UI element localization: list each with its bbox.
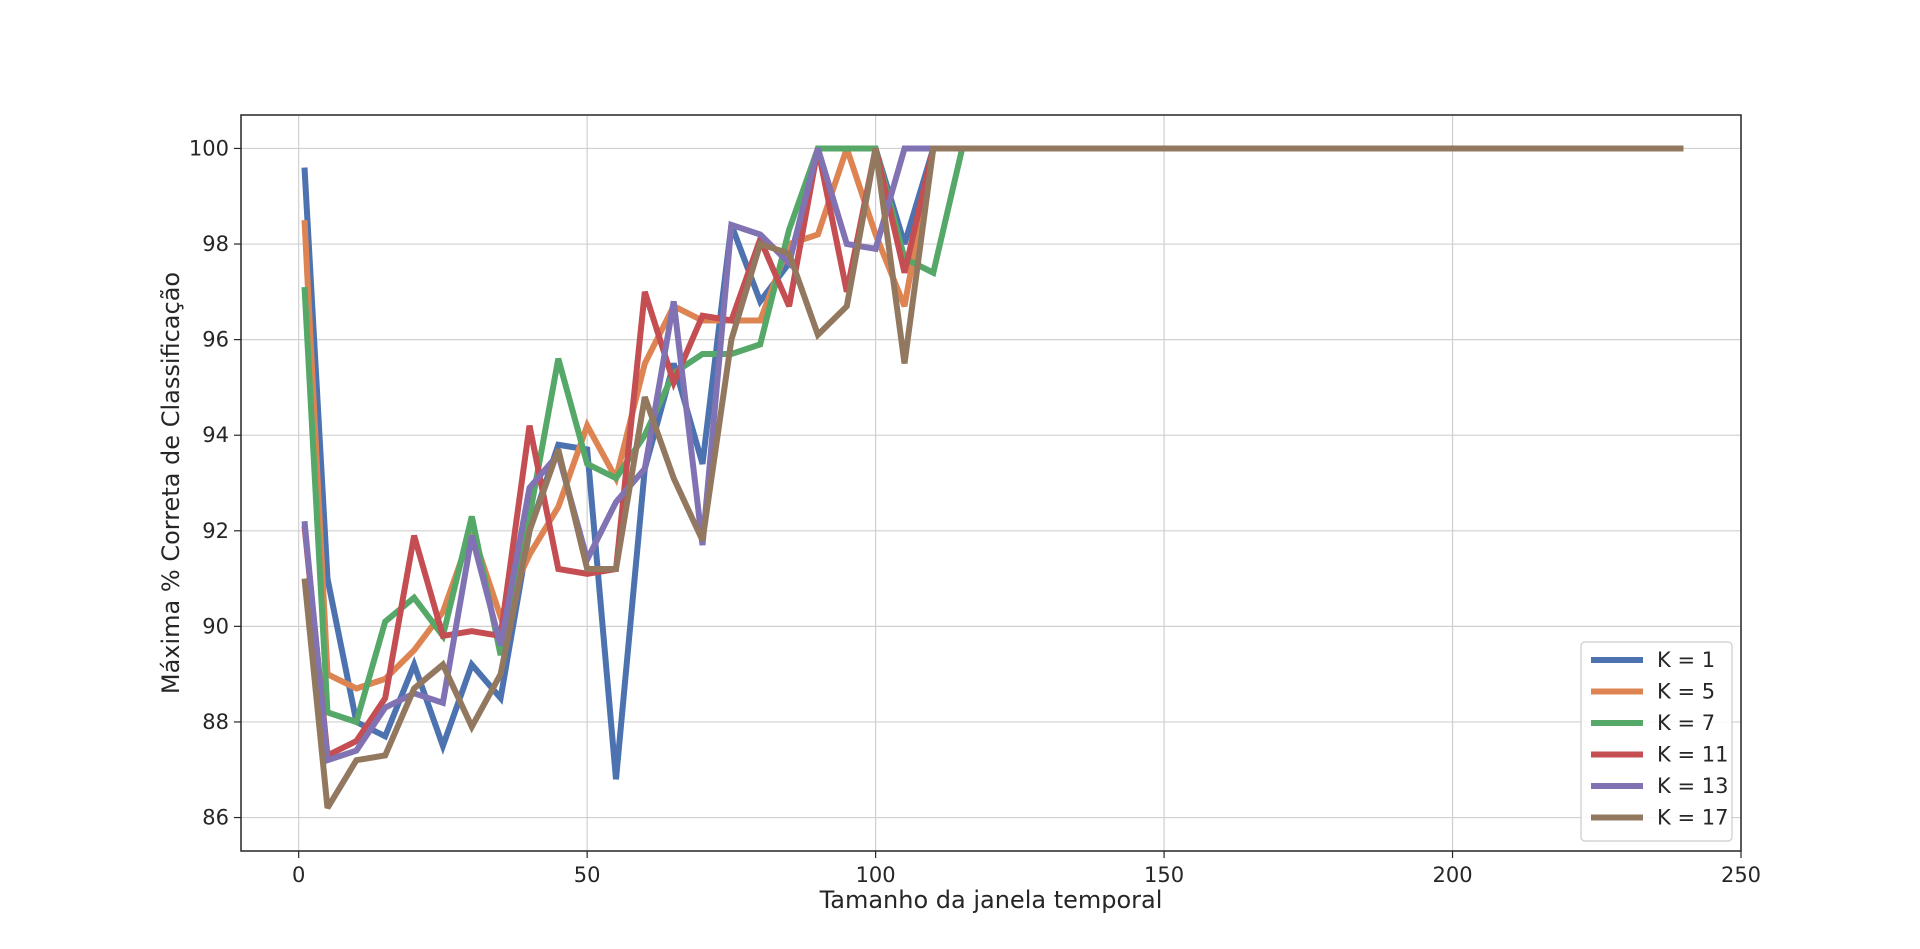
- y-tick-label: 94: [202, 423, 229, 447]
- y-tick-label: 92: [202, 519, 229, 543]
- x-tick-label: 200: [1432, 863, 1472, 887]
- y-axis-label: Máxima % Correta de Classificação: [157, 272, 185, 694]
- legend-label: K = 1: [1657, 648, 1715, 672]
- x-tick-label: 150: [1144, 863, 1184, 887]
- series-line-6: [301, 145, 1684, 810]
- series-line-4: [301, 145, 1684, 761]
- grid: [241, 115, 1742, 851]
- x-tick-label: 100: [856, 863, 896, 887]
- axis-ticks: 0 50 100 150 200 250 86 88 90 92 94 96 98 100: [189, 136, 1761, 887]
- x-tick-label: 50: [574, 863, 601, 887]
- legend-label: K = 11: [1657, 743, 1728, 767]
- series-lines: [301, 145, 1684, 810]
- x-tick-label: 0: [292, 863, 305, 887]
- y-tick-label: 88: [202, 710, 229, 734]
- plot-frame: [240, 114, 1742, 852]
- legend-label: K = 7: [1657, 711, 1715, 735]
- y-tick-label: 90: [202, 614, 229, 638]
- legend-label: K = 5: [1657, 680, 1715, 704]
- series-line-5: [301, 145, 1684, 765]
- series-line-1: [301, 145, 1684, 780]
- x-tick-label: 250: [1721, 863, 1761, 887]
- legend: K = 1 K = 5 K = 7 K = 11 K = 13 K = 17: [1580, 641, 1733, 842]
- y-tick-label: 100: [189, 136, 229, 160]
- y-tick-label: 96: [202, 328, 229, 352]
- legend-label: K = 13: [1657, 774, 1728, 798]
- x-axis-label: Tamanho da janela temporal: [819, 886, 1163, 914]
- y-tick-label: 98: [202, 232, 229, 256]
- legend-label: K = 17: [1657, 806, 1728, 830]
- y-tick-label: 86: [202, 806, 229, 830]
